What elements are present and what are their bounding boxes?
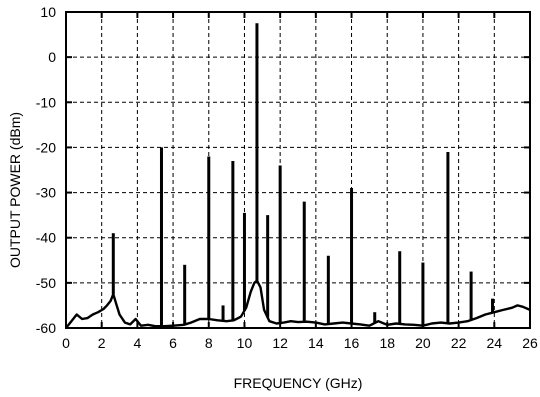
x-tick-label: 12 <box>272 335 288 351</box>
y-axis-label: OUTPUT POWER (dBm) <box>7 112 23 268</box>
x-tick-label: 16 <box>344 335 360 351</box>
tick-labels: 0 2 4 6 8 10 12 14 16 18 20 22 24 26100-10-20-30-40-5… <box>36 4 538 351</box>
x-tick-label: 2 <box>98 335 106 351</box>
data-layer <box>65 23 531 329</box>
y-tick-label: -10 <box>36 94 56 110</box>
y-tick-label: -40 <box>36 230 56 246</box>
x-tick-label: 6 <box>169 335 177 351</box>
axis-ticks <box>65 11 531 329</box>
x-tick-label: 14 <box>308 335 324 351</box>
plot-frame <box>65 11 531 329</box>
y-tick-label: -20 <box>36 139 56 155</box>
y-tick-label: 10 <box>40 4 56 20</box>
x-tick-label: 0 <box>62 335 70 351</box>
x-tick-label: 4 <box>133 335 141 351</box>
x-tick-label: 24 <box>487 335 503 351</box>
y-tick-label: -60 <box>36 320 56 336</box>
y-tick-label: -50 <box>36 275 56 291</box>
grid-lines <box>66 12 530 328</box>
x-axis-label: FREQUENCY (GHz) <box>234 375 363 391</box>
noise-floor-trace <box>65 279 531 329</box>
x-tick-label: 26 <box>522 335 538 351</box>
plot-border <box>65 11 531 329</box>
x-tick-label: 10 <box>237 335 253 351</box>
y-tick-label: 0 <box>48 49 56 65</box>
x-tick-label: 22 <box>451 335 467 351</box>
x-tick-label: 8 <box>205 335 213 351</box>
x-tick-label: 20 <box>415 335 431 351</box>
y-tick-label: -30 <box>36 185 56 201</box>
x-tick-label: 18 <box>379 335 395 351</box>
